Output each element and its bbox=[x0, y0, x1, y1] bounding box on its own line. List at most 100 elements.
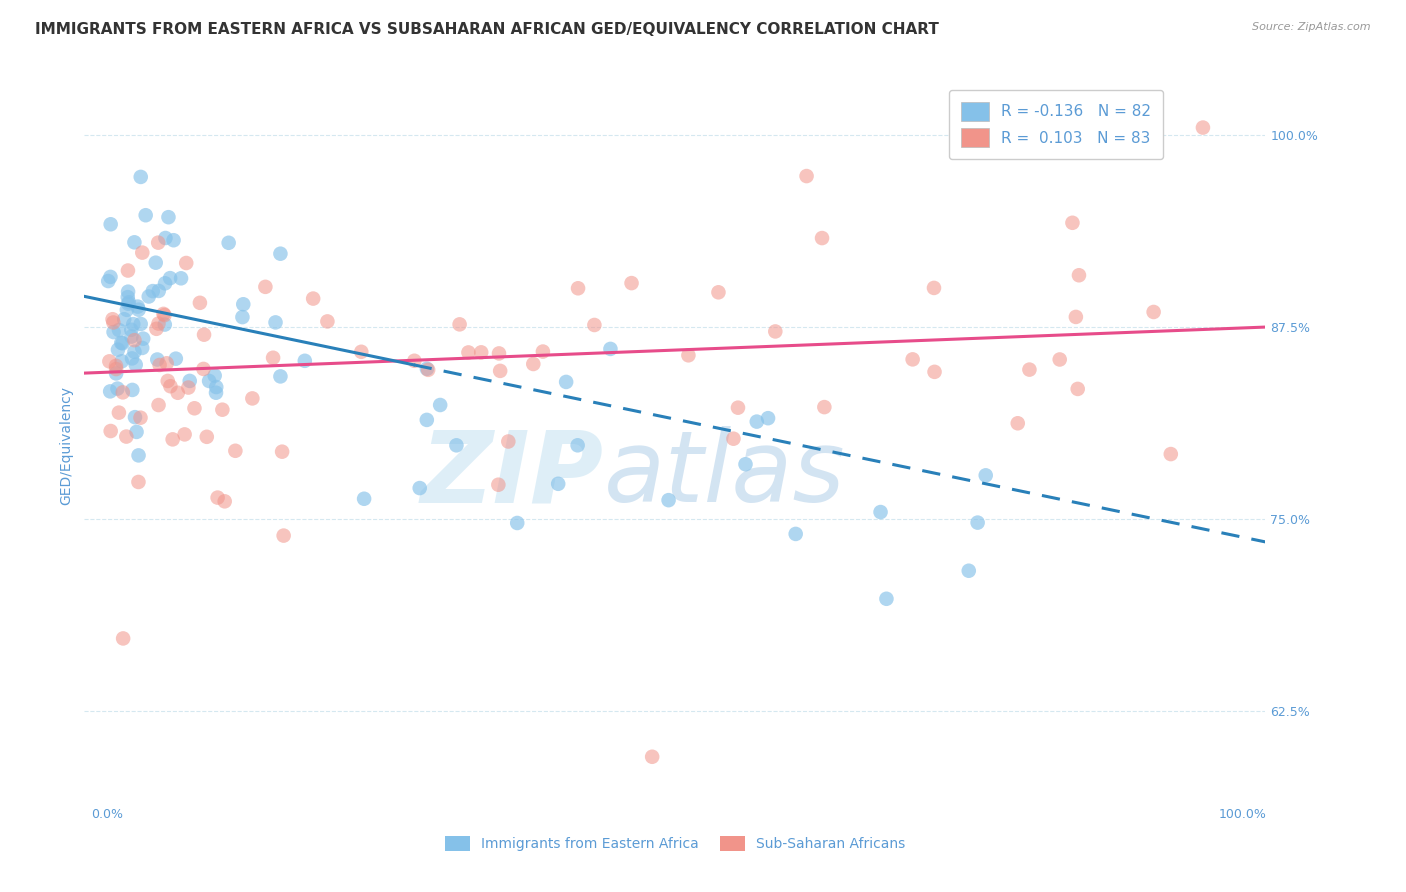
Point bbox=[145, 322, 167, 336]
Point bbox=[125, 425, 148, 439]
Point bbox=[745, 415, 768, 429]
Point bbox=[111, 354, 134, 368]
Point bbox=[875, 591, 897, 606]
Point bbox=[177, 380, 200, 394]
Point bbox=[198, 374, 221, 388]
Point bbox=[162, 433, 184, 447]
Point bbox=[129, 169, 152, 184]
Point bbox=[506, 516, 529, 530]
Point bbox=[924, 365, 946, 379]
Point bbox=[124, 333, 146, 347]
Point bbox=[148, 317, 170, 331]
Point bbox=[195, 430, 218, 444]
Point bbox=[120, 329, 142, 343]
Point bbox=[205, 385, 228, 400]
Point bbox=[641, 749, 664, 764]
Point bbox=[121, 383, 143, 397]
Point bbox=[105, 362, 128, 376]
Point bbox=[117, 290, 139, 304]
Point bbox=[901, 352, 924, 367]
Point bbox=[138, 289, 160, 303]
Point bbox=[156, 356, 179, 370]
Point bbox=[118, 295, 141, 310]
Point bbox=[470, 345, 492, 359]
Point bbox=[128, 449, 150, 463]
Text: Source: ZipAtlas.com: Source: ZipAtlas.com bbox=[1253, 22, 1371, 32]
Point bbox=[179, 374, 201, 388]
Point bbox=[409, 481, 432, 495]
Point bbox=[111, 336, 134, 351]
Point bbox=[149, 358, 172, 372]
Legend: Immigrants from Eastern Africa, Sub-Saharan Africans: Immigrants from Eastern Africa, Sub-Saha… bbox=[439, 830, 911, 856]
Point bbox=[416, 413, 439, 427]
Point bbox=[148, 235, 170, 250]
Point bbox=[107, 343, 129, 357]
Point bbox=[522, 357, 544, 371]
Point bbox=[124, 235, 146, 250]
Point bbox=[97, 274, 120, 288]
Point bbox=[294, 353, 316, 368]
Point bbox=[1064, 310, 1087, 324]
Point bbox=[153, 277, 176, 291]
Point bbox=[231, 310, 253, 324]
Point bbox=[127, 475, 149, 489]
Point bbox=[108, 406, 131, 420]
Point bbox=[966, 516, 988, 530]
Point bbox=[1067, 382, 1090, 396]
Point bbox=[1192, 120, 1215, 135]
Point bbox=[1067, 268, 1090, 283]
Point bbox=[108, 323, 131, 337]
Point bbox=[620, 276, 643, 290]
Point bbox=[869, 505, 891, 519]
Point bbox=[148, 284, 170, 298]
Point bbox=[146, 352, 169, 367]
Point bbox=[567, 281, 589, 295]
Point bbox=[316, 314, 339, 328]
Point bbox=[105, 367, 128, 381]
Point bbox=[302, 292, 325, 306]
Point bbox=[658, 493, 681, 508]
Point bbox=[416, 361, 439, 376]
Point bbox=[269, 246, 291, 260]
Point bbox=[488, 346, 510, 360]
Point bbox=[111, 385, 134, 400]
Point bbox=[429, 398, 451, 412]
Point bbox=[531, 344, 554, 359]
Point bbox=[418, 363, 440, 377]
Point bbox=[159, 379, 181, 393]
Point bbox=[211, 402, 233, 417]
Point bbox=[214, 494, 236, 508]
Point bbox=[567, 438, 589, 452]
Point bbox=[124, 410, 146, 425]
Point bbox=[813, 400, 835, 414]
Point bbox=[110, 335, 132, 350]
Point bbox=[101, 312, 124, 326]
Point bbox=[112, 312, 135, 326]
Point bbox=[734, 457, 756, 471]
Point bbox=[121, 351, 143, 366]
Point bbox=[107, 382, 129, 396]
Point bbox=[262, 351, 284, 365]
Point bbox=[131, 341, 153, 355]
Point bbox=[498, 434, 520, 449]
Point bbox=[188, 295, 211, 310]
Point bbox=[449, 318, 471, 332]
Point bbox=[159, 271, 181, 285]
Point bbox=[112, 632, 135, 646]
Point bbox=[120, 323, 142, 337]
Point bbox=[127, 300, 149, 314]
Point bbox=[273, 528, 295, 542]
Point bbox=[796, 169, 818, 183]
Point bbox=[599, 342, 621, 356]
Point bbox=[115, 429, 138, 443]
Point bbox=[100, 217, 122, 231]
Point bbox=[957, 564, 980, 578]
Point bbox=[254, 280, 277, 294]
Point bbox=[922, 281, 945, 295]
Point bbox=[98, 354, 121, 368]
Point bbox=[148, 398, 170, 412]
Point bbox=[157, 210, 180, 224]
Point bbox=[271, 444, 294, 458]
Point bbox=[1062, 216, 1084, 230]
Point bbox=[547, 476, 569, 491]
